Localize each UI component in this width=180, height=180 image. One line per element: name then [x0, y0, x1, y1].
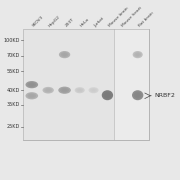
Ellipse shape: [132, 90, 143, 100]
Ellipse shape: [133, 51, 143, 58]
Text: 35KD: 35KD: [7, 102, 20, 107]
Ellipse shape: [29, 94, 34, 97]
Ellipse shape: [75, 87, 85, 93]
Ellipse shape: [26, 92, 38, 99]
Text: Mouse heart: Mouse heart: [121, 6, 143, 28]
Ellipse shape: [58, 87, 71, 94]
Bar: [23, 29, 149, 140]
Text: NRBF2: NRBF2: [155, 93, 176, 98]
Ellipse shape: [92, 89, 96, 91]
Ellipse shape: [27, 82, 36, 87]
Ellipse shape: [59, 51, 70, 58]
Ellipse shape: [61, 52, 69, 57]
Text: Rat brain: Rat brain: [138, 11, 154, 28]
Ellipse shape: [105, 93, 110, 97]
Text: SKOV3: SKOV3: [32, 15, 45, 28]
Ellipse shape: [103, 92, 111, 99]
Ellipse shape: [42, 87, 54, 94]
Ellipse shape: [135, 93, 140, 97]
Text: 100KD: 100KD: [4, 38, 20, 43]
Ellipse shape: [136, 53, 140, 56]
Ellipse shape: [134, 92, 142, 99]
Text: 55KD: 55KD: [7, 69, 20, 74]
Bar: [23, 29, 114, 140]
Text: 40KD: 40KD: [7, 88, 20, 93]
Ellipse shape: [76, 88, 83, 92]
Ellipse shape: [27, 93, 36, 98]
Ellipse shape: [134, 52, 141, 57]
Text: 25KD: 25KD: [7, 124, 20, 129]
Ellipse shape: [89, 87, 99, 93]
Text: HeLa: HeLa: [80, 17, 90, 28]
Ellipse shape: [46, 89, 50, 92]
Ellipse shape: [44, 88, 52, 93]
Ellipse shape: [26, 81, 38, 88]
Ellipse shape: [90, 88, 97, 92]
Ellipse shape: [102, 90, 113, 100]
Text: Mouse brain: Mouse brain: [107, 6, 129, 28]
Text: HepG2: HepG2: [48, 15, 62, 28]
Text: 293T: 293T: [65, 17, 75, 28]
Ellipse shape: [29, 83, 34, 86]
Text: 70KD: 70KD: [7, 53, 20, 58]
Ellipse shape: [62, 53, 67, 56]
Ellipse shape: [62, 89, 67, 92]
Text: Jurkat: Jurkat: [94, 16, 105, 28]
Bar: [114, 29, 149, 140]
Ellipse shape: [78, 89, 82, 91]
Bar: [23, 29, 149, 140]
Ellipse shape: [60, 88, 69, 93]
